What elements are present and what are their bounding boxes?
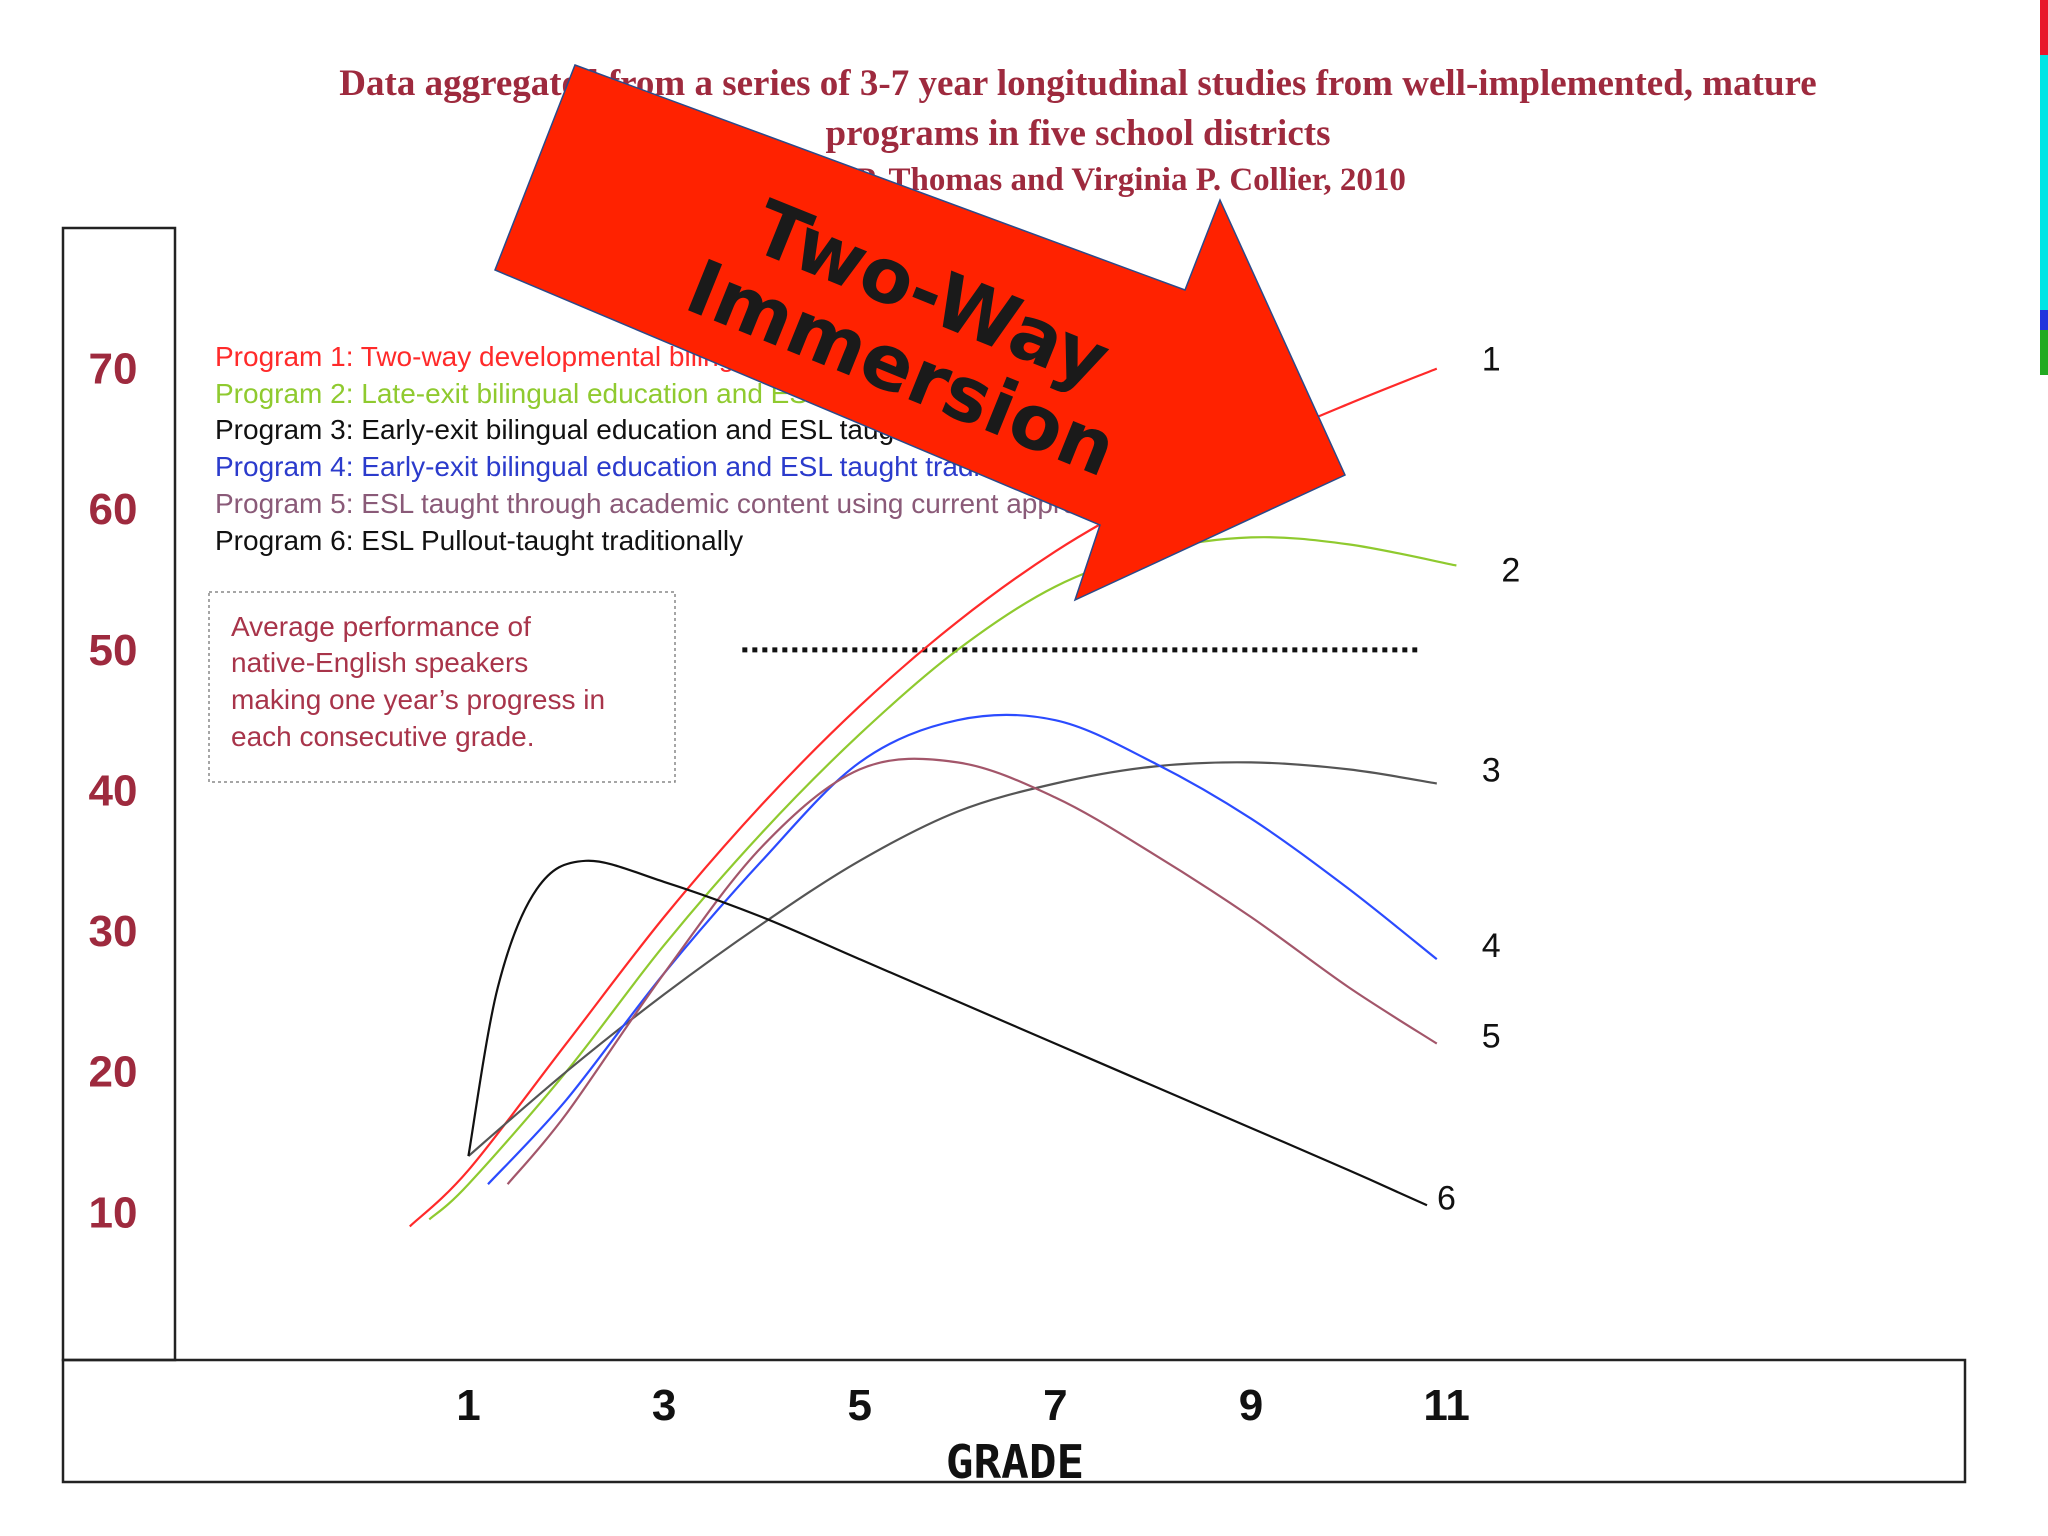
chart-frame [61,226,1967,1484]
series-line-program-4 [487,713,1438,1185]
legend-entry: Program 4: Early-exit bilingual educatio… [215,451,1067,482]
reference-note-line: Average performance of [231,611,531,642]
y-tick-label: 50 [89,626,138,675]
reference-note-line: each consecutive grade. [231,721,535,752]
chart-title-line-2: programs in five school districts [826,113,1331,154]
y-tick-label: 70 [89,345,138,394]
series-line-program-3 [467,761,1437,1157]
series-line-program-6 [467,859,1428,1207]
legend-entry: Program 6: ESL Pullout-taught traditiona… [215,525,743,556]
reference-note-box [208,591,676,783]
y-tick-label: 30 [89,907,138,956]
right-edge-bar [2040,0,2048,375]
series-end-label-2: 2 [1501,551,1520,589]
x-tick-label: 1 [456,1381,480,1430]
x-axis-ticks: 1 3 5 7 9 11 [456,1381,1470,1430]
x-tick-label: 9 [1239,1381,1263,1430]
y-tick-label: 10 [89,1188,138,1237]
y-tick-label: 60 [89,485,138,534]
series-end-label-5: 5 [1482,1018,1501,1056]
x-tick-label: 5 [847,1381,871,1430]
chart-title-line-1: Data aggregated from a series of 3-7 yea… [339,63,1816,104]
reference-note: Average performance of native-English sp… [208,591,676,783]
series-end-label-4: 4 [1482,927,1501,965]
series-end-label-6: 6 [1437,1179,1456,1217]
x-axis-panel [61,1358,1967,1484]
callout-arrow-shape [494,64,1346,602]
y-tick-label: 40 [89,766,138,815]
series-end-label-1: 1 [1482,341,1501,379]
x-axis-label: GRADE [946,1435,1084,1489]
x-tick-label: 11 [1423,1381,1470,1430]
legend-entry: Program 5: ESL taught through academic c… [215,488,1153,519]
series-line-program-5 [506,757,1438,1185]
y-axis-ticks: 10 20 30 40 50 60 70 [89,345,138,1238]
series-end-labels: 1 2 3 4 5 6 [1437,341,1520,1218]
series-end-label-3: 3 [1482,751,1501,789]
reference-note-line: native-English speakers [231,647,528,678]
x-tick-label: 3 [652,1381,676,1430]
x-tick-label: 7 [1043,1381,1067,1430]
y-tick-label: 20 [89,1048,138,1097]
reference-note-line: making one year’s progress in [231,684,605,715]
